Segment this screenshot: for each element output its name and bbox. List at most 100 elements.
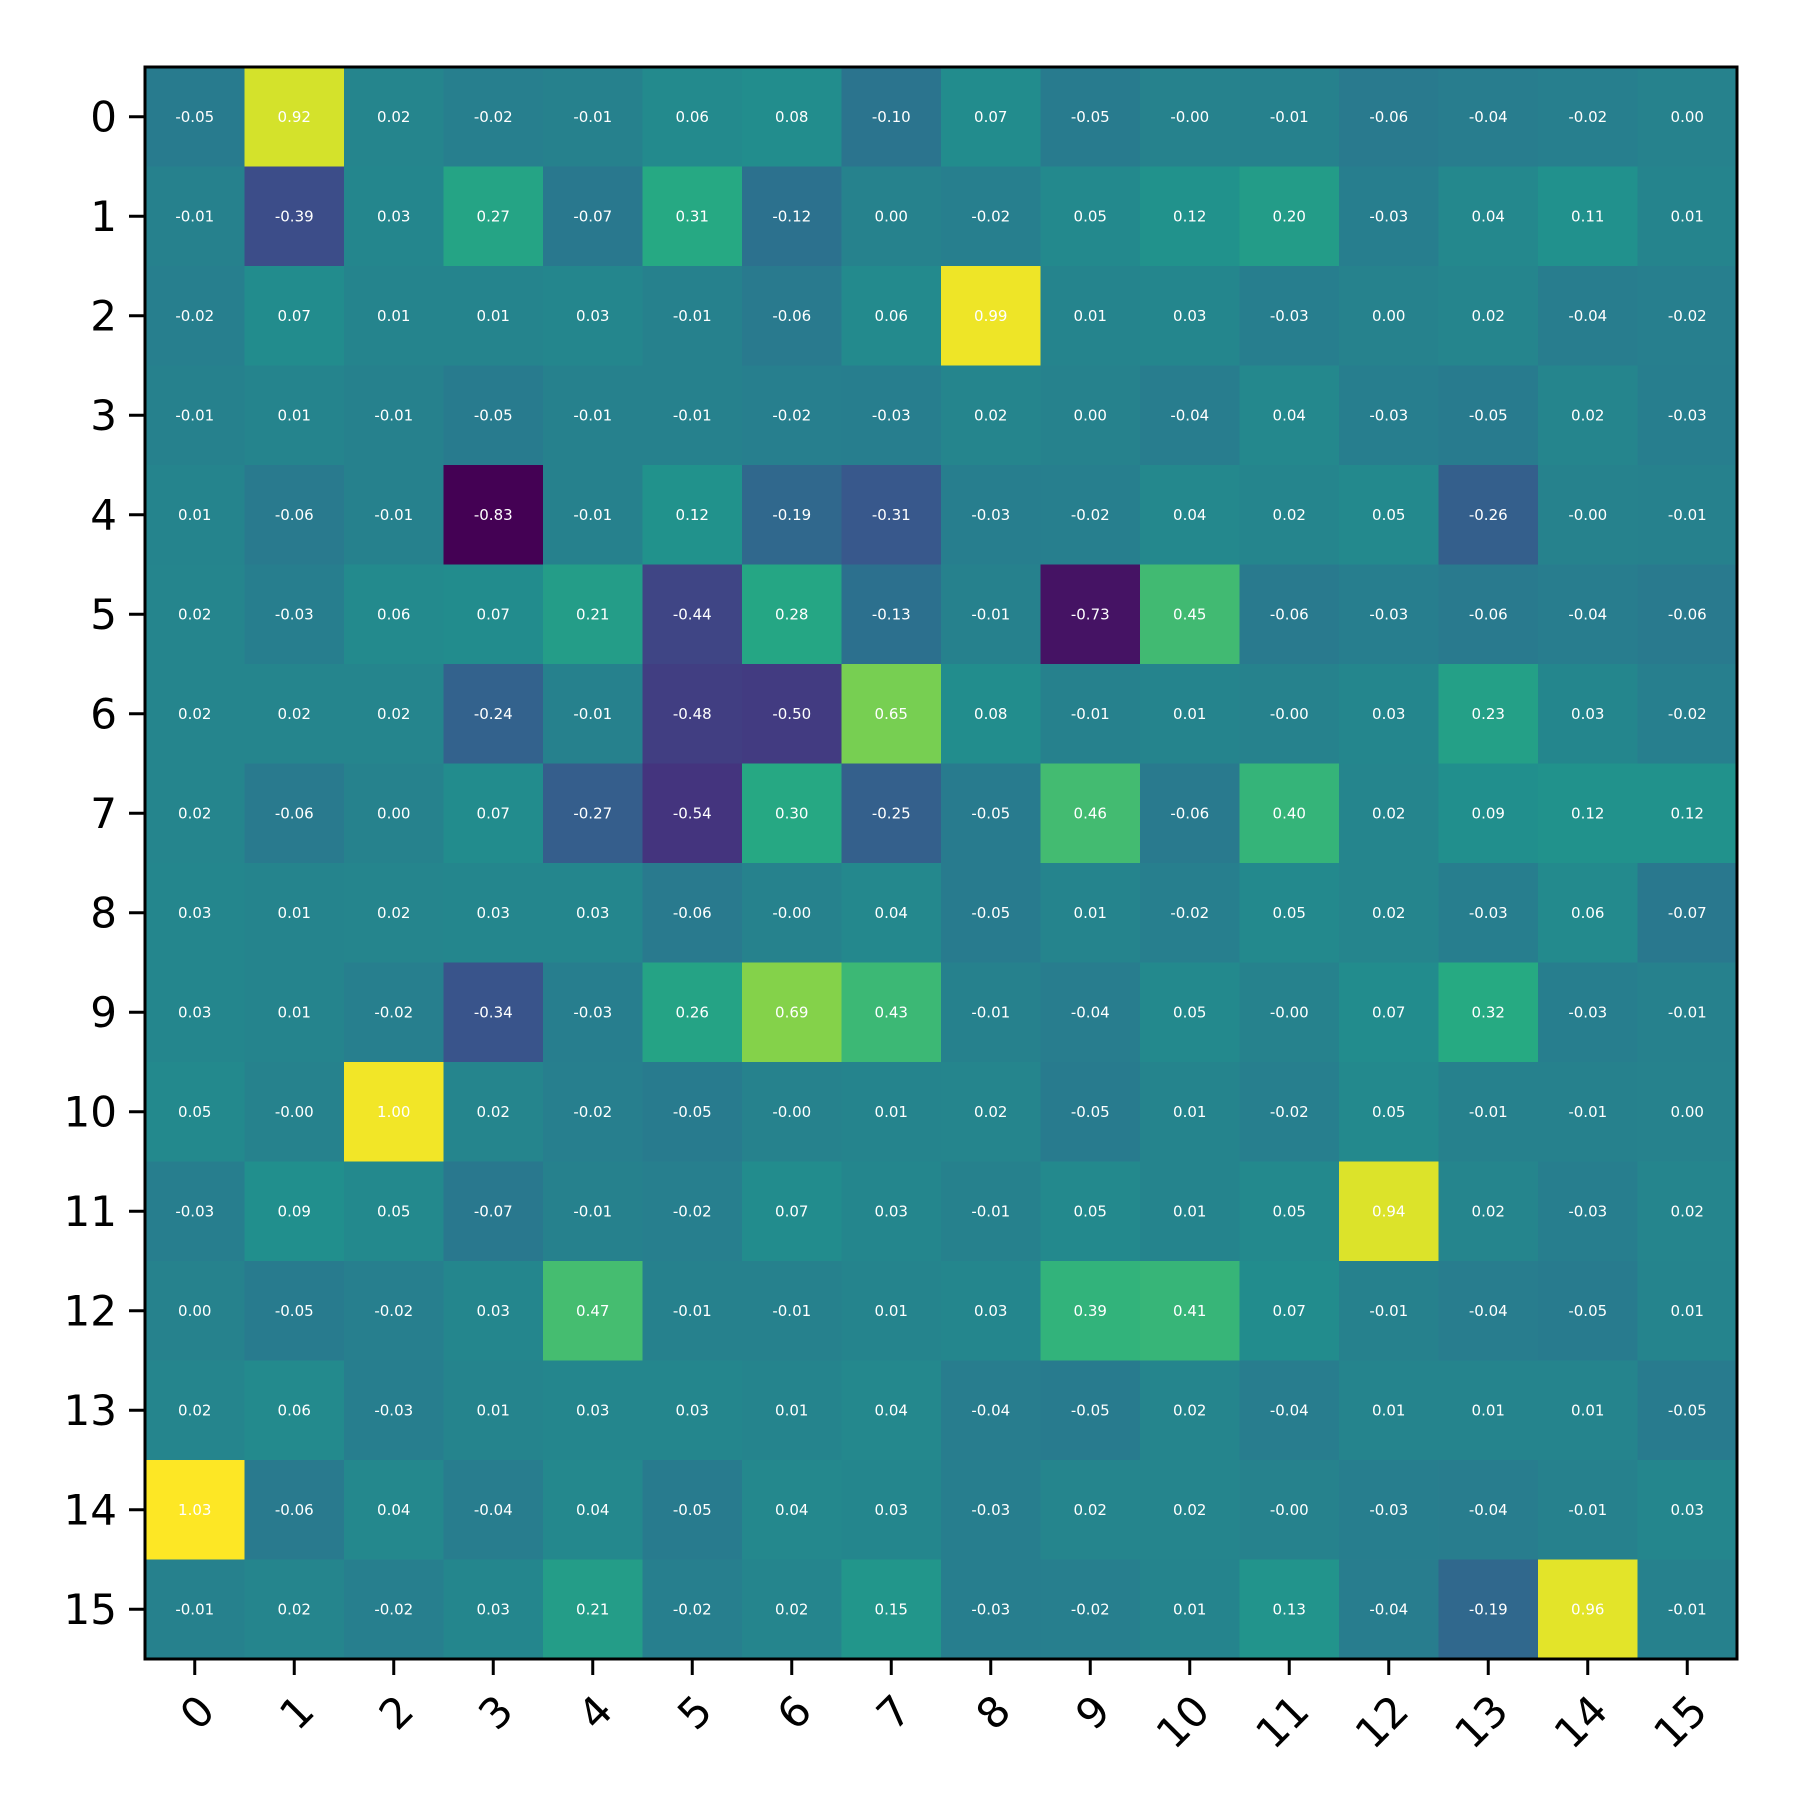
- heatmap-cell-r4-c2: [344, 465, 444, 565]
- heatmap-cell-r4-c0: [145, 465, 245, 565]
- heatmap-cell-r0-c11: [1239, 67, 1340, 167]
- y-tick-label-14: 14: [64, 1485, 117, 1534]
- heatmap-cell-r15-c6: [742, 1559, 842, 1660]
- heatmap-cell-r3-c14: [1538, 365, 1638, 466]
- heatmap-cell-r13-c1: [244, 1360, 345, 1461]
- heatmap-cell-r9-c14: [1538, 962, 1638, 1063]
- heatmap-cell-r9-c7: [841, 962, 942, 1063]
- heatmap-cell-r7-c8: [941, 763, 1041, 864]
- heatmap-cell-r10-c15: [1637, 1062, 1738, 1162]
- cell-value-label-r11-c0: -0.03: [175, 1202, 214, 1220]
- cell-value-label-r10-c7: 0.01: [875, 1103, 908, 1121]
- x-tick-label-8: 8: [967, 1686, 1021, 1740]
- heatmap-cell-r10-c5: [642, 1062, 743, 1162]
- heatmap-cell-r8-c12: [1339, 863, 1439, 963]
- heatmap-cell-r11-c12: [1339, 1161, 1439, 1262]
- cell-value-label-r8-c3: 0.03: [477, 904, 510, 922]
- heatmap-cell-r2-c8: [941, 266, 1041, 366]
- heatmap-cell-r13-c10: [1140, 1360, 1240, 1461]
- heatmap-cell-r14-c10: [1140, 1460, 1240, 1560]
- cell-value-label-r2-c15: -0.02: [1668, 307, 1707, 325]
- heatmap-cell-r7-c15: [1637, 763, 1738, 864]
- cell-value-label-r4-c6: -0.19: [772, 506, 811, 524]
- cell-value-label-r1-c5: 0.31: [676, 207, 709, 225]
- cell-value-label-r7-c2: 0.00: [377, 804, 410, 822]
- heatmap-cell-r11-c11: [1239, 1161, 1340, 1262]
- heatmap-cell-r5-c12: [1339, 564, 1439, 665]
- heatmap-cell-r14-c4: [543, 1460, 643, 1560]
- heatmap-cell-r12-c7: [841, 1261, 942, 1361]
- heatmap-cell-r13-c6: [742, 1360, 842, 1461]
- cell-value-label-r13-c1: 0.06: [278, 1401, 311, 1419]
- cell-value-label-r4-c2: -0.01: [374, 506, 413, 524]
- cell-value-label-r1-c8: -0.02: [971, 207, 1010, 225]
- x-tick-label-0: 0: [171, 1686, 225, 1740]
- cell-value-label-r0-c14: -0.02: [1568, 108, 1607, 126]
- cell-value-label-r3-c6: -0.02: [772, 406, 811, 424]
- cell-value-label-r15-c15: -0.01: [1668, 1600, 1707, 1618]
- cell-value-label-r14-c11: -0.00: [1270, 1501, 1309, 1519]
- cell-value-label-r0-c13: -0.04: [1469, 108, 1508, 126]
- heatmap-cell-r12-c3: [443, 1261, 544, 1361]
- heatmap-cell-r13-c8: [941, 1360, 1041, 1461]
- heatmap-cell-r2-c13: [1438, 266, 1539, 366]
- cell-value-label-r11-c5: -0.02: [673, 1202, 712, 1220]
- heatmap-cell-r5-c8: [941, 564, 1041, 665]
- cell-value-label-r13-c3: 0.01: [477, 1401, 510, 1419]
- heatmap-cell-r3-c11: [1239, 365, 1340, 466]
- cell-value-label-r13-c15: -0.05: [1668, 1401, 1707, 1419]
- cell-value-label-r11-c3: -0.07: [474, 1202, 513, 1220]
- heatmap-cell-r3-c6: [742, 365, 842, 466]
- heatmap-cell-r1-c1: [244, 166, 345, 267]
- cell-value-label-r12-c10: 0.41: [1173, 1302, 1206, 1320]
- cell-value-label-r4-c1: -0.06: [275, 506, 314, 524]
- heatmap-cell-r14-c6: [742, 1460, 842, 1560]
- heatmap-cell-r11-c15: [1637, 1161, 1738, 1262]
- cell-value-label-r15-c11: 0.13: [1273, 1600, 1306, 1618]
- x-axis: 0 1 2 3 4 5 6 7 8 9 10 11 12 13 14 15: [171, 1659, 1717, 1758]
- heatmap-cell-r4-c4: [543, 465, 643, 565]
- cell-value-label-r9-c7: 0.43: [875, 1003, 908, 1021]
- heatmap-cell-r4-c7: [841, 465, 942, 565]
- cell-value-label-r1-c10: 0.12: [1173, 207, 1206, 225]
- heatmap-cell-r0-c0: [145, 67, 245, 167]
- cell-value-label-r13-c8: -0.04: [971, 1401, 1010, 1419]
- cell-value-label-r11-c10: 0.01: [1173, 1202, 1206, 1220]
- cell-value-label-r14-c6: 0.04: [775, 1501, 808, 1519]
- heatmap-cell-r8-c4: [543, 863, 643, 963]
- heatmap-cell-r10-c11: [1239, 1062, 1340, 1162]
- heatmap-cell-r12-c4: [543, 1261, 643, 1361]
- heatmap-cell-r8-c9: [1040, 863, 1141, 963]
- heatmap-cell-r10-c8: [941, 1062, 1041, 1162]
- heatmap-cell-r8-c3: [443, 863, 544, 963]
- heatmap-cell-r3-c1: [244, 365, 345, 466]
- cell-value-label-r8-c4: 0.03: [576, 904, 609, 922]
- heatmap-cell-r0-c1: [244, 67, 345, 167]
- heatmap-cell-r4-c1: [244, 465, 345, 565]
- cell-value-label-r5-c10: 0.45: [1173, 605, 1206, 623]
- heatmap-cell-r2-c5: [642, 266, 743, 366]
- cell-value-label-r2-c9: 0.01: [1074, 307, 1107, 325]
- cell-value-label-r7-c3: 0.07: [477, 804, 510, 822]
- heatmap-cell-r11-c9: [1040, 1161, 1141, 1262]
- heatmap-cell-r1-c9: [1040, 166, 1141, 267]
- cell-value-label-r13-c10: 0.02: [1173, 1401, 1206, 1419]
- heatmap-cell-r3-c10: [1140, 365, 1240, 466]
- cell-value-label-r13-c7: 0.04: [875, 1401, 908, 1419]
- cell-value-label-r6-c4: -0.01: [573, 705, 612, 723]
- cell-value-label-r12-c4: 0.47: [576, 1302, 609, 1320]
- heatmap-cell-r5-c7: [841, 564, 942, 665]
- cell-value-label-r9-c4: -0.03: [573, 1003, 612, 1021]
- heatmap-cell-r2-c3: [443, 266, 544, 366]
- heatmap-cell-r13-c3: [443, 1360, 544, 1461]
- cell-value-label-r13-c0: 0.02: [178, 1401, 211, 1419]
- cell-value-label-r6-c8: 0.08: [974, 705, 1007, 723]
- cell-value-label-r7-c0: 0.02: [178, 804, 211, 822]
- cell-value-label-r2-c3: 0.01: [477, 307, 510, 325]
- cell-value-label-r0-c12: -0.06: [1369, 108, 1408, 126]
- cell-value-label-r15-c12: -0.04: [1369, 1600, 1408, 1618]
- cell-value-label-r7-c7: -0.25: [872, 804, 911, 822]
- heatmap-cell-r10-c14: [1538, 1062, 1638, 1162]
- cell-value-label-r9-c11: -0.00: [1270, 1003, 1309, 1021]
